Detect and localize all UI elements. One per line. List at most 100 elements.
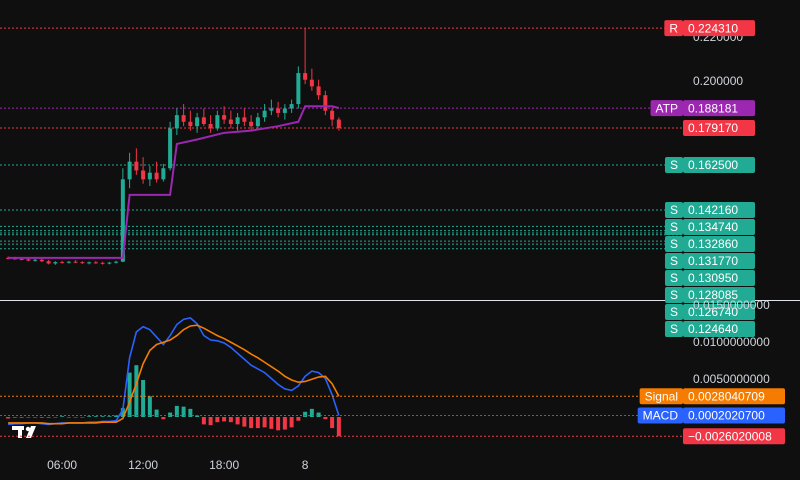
x-tick-label: 18:00: [209, 458, 239, 472]
candle-body: [120, 179, 125, 262]
candle-body: [262, 110, 267, 118]
histogram-bar: [303, 411, 308, 418]
tag-name-box: [664, 235, 683, 252]
tag-name: S: [670, 237, 678, 251]
histogram-bar: [208, 417, 213, 426]
tag-name-box: [664, 20, 683, 37]
candle-body: [222, 115, 227, 120]
histogram-bar: [228, 417, 233, 423]
y-tick-label: 0.0050000000: [693, 372, 770, 386]
tag-name: MACD: [643, 409, 679, 423]
tag-name-box: [664, 320, 683, 337]
price-label: 0.142160: [688, 203, 738, 217]
candle-body: [168, 128, 173, 169]
tag-name: S: [670, 220, 678, 234]
histogram-bar: [296, 417, 301, 421]
price-label: 0.132860: [688, 237, 738, 251]
histogram-bar: [330, 417, 335, 429]
candle-body: [235, 117, 240, 124]
price-label-box: [683, 156, 755, 173]
tag-name-box: [664, 286, 683, 303]
candle-body: [316, 86, 321, 96]
price-label: 0.131770: [688, 254, 738, 268]
histogram-bar: [222, 417, 227, 422]
candle-body: [208, 123, 213, 129]
candle-body: [269, 108, 274, 111]
histogram-bar: [53, 417, 58, 418]
price-label: 0.124640: [688, 322, 738, 336]
histogram-bar: [134, 365, 139, 418]
histogram-bar: [93, 416, 98, 418]
tag-name-box: [664, 156, 683, 173]
x-tick-label: 06:00: [47, 458, 77, 472]
histogram-bar: [249, 417, 254, 429]
x-tick-label: 8: [302, 458, 309, 472]
candle-body: [154, 172, 159, 180]
candle-body: [276, 108, 281, 113]
candle-body: [26, 259, 31, 261]
candle-body: [195, 117, 200, 127]
atp-line: [8, 105, 340, 259]
candle-body: [289, 104, 294, 109]
candle-body: [53, 262, 58, 264]
histogram-bar: [276, 417, 281, 431]
candle-body: [141, 170, 146, 180]
y-tick-label: 0.0150000000: [693, 298, 770, 312]
histogram-bar: [174, 405, 179, 418]
histogram-bar: [235, 417, 240, 425]
candle-body: [303, 73, 308, 80]
histogram-bar: [161, 417, 166, 420]
histogram-bar: [336, 417, 341, 437]
candle-body: [100, 262, 105, 264]
histogram-bar: [26, 417, 31, 418]
tag-name: S: [670, 271, 678, 285]
price-label: −0.0026020008: [688, 429, 772, 443]
price-label: 0.0028040709: [688, 389, 765, 403]
candle-body: [188, 121, 193, 127]
histogram-bar: [262, 417, 267, 428]
x-tick-label: 12:00: [128, 458, 158, 472]
candle-body: [46, 261, 51, 264]
price-label-box: [683, 407, 785, 424]
histogram-bar: [46, 417, 51, 418]
candle-body: [336, 119, 341, 129]
candle-body: [107, 262, 112, 264]
histogram-bar: [87, 416, 92, 418]
tag-name: S: [670, 305, 678, 319]
price-label: 0.0002020700: [688, 409, 765, 423]
tag-name-box: [664, 303, 683, 320]
histogram-bar: [60, 416, 65, 418]
histogram-bar: [188, 408, 193, 418]
candle-body: [114, 261, 119, 263]
candle-body: [147, 172, 152, 180]
price-label-box: [683, 235, 755, 252]
histogram-bar: [316, 412, 321, 418]
histogram-bar: [168, 412, 173, 418]
tag-name-box: [664, 252, 683, 269]
candle-body: [60, 262, 65, 264]
candle-body: [282, 108, 287, 113]
price-label-box: [683, 269, 755, 286]
histogram-bar: [309, 408, 314, 418]
candle-body: [127, 161, 132, 180]
histogram-bar: [282, 417, 287, 430]
histogram-bar: [33, 417, 38, 418]
histogram-bar: [242, 417, 247, 427]
candle-body: [39, 259, 44, 262]
candle-body: [249, 121, 254, 127]
histogram-bar: [80, 417, 85, 418]
histogram-bar: [107, 416, 112, 418]
tag-name: S: [670, 254, 678, 268]
candle-body: [255, 117, 260, 127]
price-label-box: [683, 218, 755, 235]
candle-body: [33, 259, 38, 261]
logo: [12, 426, 36, 438]
price-label-box: [683, 428, 785, 445]
macd-line: [8, 324, 340, 425]
price-label-box: [683, 20, 755, 37]
tag-name: S: [670, 203, 678, 217]
histogram-bar: [73, 417, 78, 418]
candle-body: [201, 117, 206, 124]
